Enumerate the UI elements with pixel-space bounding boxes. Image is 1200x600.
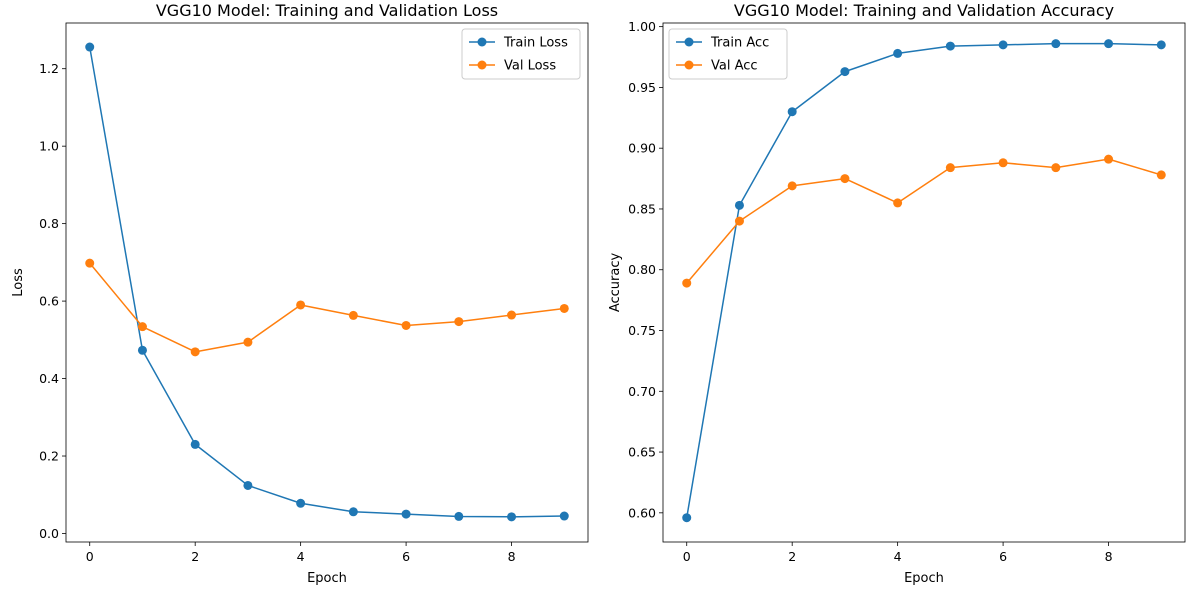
y-tick-label: 0.4 <box>39 371 59 386</box>
data-point <box>1104 154 1114 164</box>
data-point <box>401 509 411 519</box>
legend: Train Acc Val Acc <box>668 28 788 80</box>
x-tick-label: 4 <box>894 549 902 564</box>
data-point <box>998 158 1008 168</box>
y-tick-label: 0.95 <box>628 80 656 95</box>
legend-label: Val Loss <box>504 59 556 74</box>
y-axis-label: Accuracy <box>608 253 623 313</box>
data-point <box>507 310 517 320</box>
data-point <box>559 303 569 313</box>
data-point <box>945 41 955 51</box>
series-val-loss <box>85 258 569 357</box>
series-line <box>89 262 565 353</box>
y-tick-label: 0.70 <box>628 384 656 399</box>
data-point <box>137 345 147 355</box>
data-point <box>401 320 411 330</box>
x-tick-label: 6 <box>999 549 1007 564</box>
data-point <box>893 48 903 58</box>
data-point <box>734 216 744 226</box>
data-point <box>454 317 464 327</box>
data-point <box>1156 170 1166 180</box>
chart-2: VGG10 Model: Training and Validation Acc… <box>608 1 1186 586</box>
y-tick-label: 0.85 <box>628 201 656 216</box>
data-point <box>840 174 850 184</box>
legend: Train Loss Val Loss <box>461 28 581 80</box>
data-point <box>454 511 464 521</box>
data-point <box>682 278 692 288</box>
x-tick-label: 0 <box>86 549 94 564</box>
data-point <box>190 347 200 357</box>
chart-1: VGG10 Model: Training and Validation Los… <box>11 1 589 586</box>
x-tick-label: 2 <box>788 549 796 564</box>
data-point <box>1051 163 1061 173</box>
data-point <box>1051 39 1061 49</box>
x-tick-label: 8 <box>508 549 516 564</box>
data-point <box>507 512 517 522</box>
data-point <box>998 40 1008 50</box>
data-point <box>296 498 306 508</box>
x-tick-label: 2 <box>191 549 199 564</box>
data-point <box>348 310 358 320</box>
y-tick-label: 0.60 <box>628 505 656 520</box>
chart-title: VGG10 Model: Training and Validation Acc… <box>734 1 1114 20</box>
data-point <box>137 322 147 332</box>
legend-label: Train Loss <box>503 36 568 51</box>
data-point <box>190 439 200 449</box>
series-line <box>685 42 1162 518</box>
x-tick-label: 8 <box>1105 549 1113 564</box>
data-point <box>787 181 797 191</box>
series-line <box>686 158 1162 284</box>
data-point <box>1104 39 1114 49</box>
y-tick-label: 0.80 <box>628 262 656 277</box>
plot-frame <box>662 22 1186 543</box>
x-axis-label: Epoch <box>307 571 347 586</box>
data-point <box>243 337 253 347</box>
x-tick-label: 0 <box>683 549 691 564</box>
legend-marker <box>477 60 487 70</box>
y-tick-label: 1.00 <box>628 19 656 34</box>
legend-marker <box>477 37 487 47</box>
y-tick-label: 0.2 <box>39 449 59 464</box>
series-val-acc <box>682 154 1166 288</box>
chart-title: VGG10 Model: Training and Validation Los… <box>156 1 498 20</box>
data-point <box>893 198 903 208</box>
legend-marker <box>684 60 694 70</box>
data-point <box>85 258 95 268</box>
x-tick-label: 6 <box>402 549 410 564</box>
legend-label: Val Acc <box>711 59 758 74</box>
series-line <box>88 46 565 518</box>
series-train-loss <box>85 42 569 522</box>
legend-label: Train Acc <box>710 36 769 51</box>
y-tick-label: 0.75 <box>628 323 656 338</box>
data-point <box>945 163 955 173</box>
plot-frame <box>65 22 589 543</box>
legend-marker <box>684 37 694 47</box>
y-tick-label: 0.6 <box>39 294 59 309</box>
data-point <box>348 507 358 517</box>
y-tick-label: 0.8 <box>39 216 59 231</box>
y-tick-label: 1.0 <box>39 139 59 154</box>
data-point <box>85 42 95 52</box>
series-train-acc <box>682 39 1166 523</box>
x-axis-label: Epoch <box>904 571 944 586</box>
y-axis-label: Loss <box>11 268 26 297</box>
y-tick-label: 0.65 <box>628 445 656 460</box>
y-tick-label: 0.90 <box>628 141 656 156</box>
data-point <box>296 300 306 310</box>
data-point <box>1156 40 1166 50</box>
data-point <box>559 511 569 521</box>
data-point <box>243 480 253 490</box>
y-tick-label: 1.2 <box>39 61 59 76</box>
data-point <box>734 200 744 210</box>
data-point <box>682 513 692 523</box>
data-point <box>840 67 850 77</box>
data-point <box>787 107 797 117</box>
y-tick-label: 0.0 <box>39 526 59 541</box>
x-tick-label: 4 <box>297 549 305 564</box>
